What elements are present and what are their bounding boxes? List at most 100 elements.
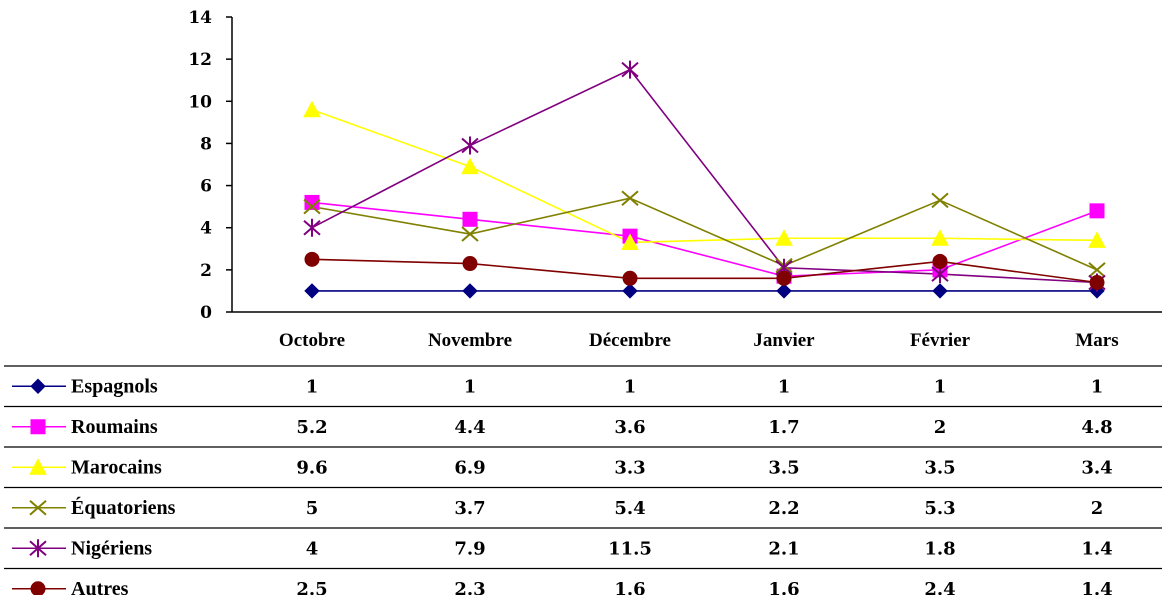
data-point-nigeriens (461, 136, 479, 155)
series-name-nigeriens: Nigériens (71, 537, 152, 559)
series-line-autres (311, 258, 1098, 284)
data-point-espagnols (932, 283, 948, 299)
y-tick-label: 12 (188, 50, 212, 70)
series-line-roumains (311, 201, 1098, 277)
y-tick-label: 2 (200, 261, 212, 281)
data-point-equatoriens (1088, 262, 1106, 278)
data-label: 3.6 (614, 417, 645, 438)
data-label: 1 (464, 376, 477, 397)
data-label: 1.6 (614, 579, 645, 595)
data-label: 2.3 (454, 579, 485, 595)
data-point-espagnols (462, 283, 478, 299)
data-label: 5.2 (296, 417, 327, 438)
data-label: 6.9 (454, 457, 485, 478)
data-label: 5.3 (924, 498, 955, 519)
data-label: 1.8 (924, 538, 955, 559)
data-label: 2.5 (296, 579, 327, 595)
legend-key-marker-roumains (30, 419, 46, 435)
data-label: 3.5 (768, 457, 799, 478)
data-label: 11.5 (608, 538, 652, 559)
y-tick-label: 4 (200, 219, 212, 239)
data-point-roumains (1089, 203, 1105, 219)
data-label: 4.8 (1081, 417, 1112, 438)
series-line-equatoriens (311, 197, 1098, 271)
series-name-equatoriens: Équatoriens (71, 496, 176, 519)
data-point-equatoriens (931, 192, 949, 209)
data-label: 3.5 (924, 457, 955, 478)
legend-key-marker-autres (30, 581, 46, 595)
data-label: 1 (934, 376, 947, 397)
series-name-autres: Autres (71, 578, 129, 595)
data-label: 2 (934, 417, 947, 438)
data-point-equatoriens (621, 190, 639, 206)
data-point-autres (622, 270, 638, 286)
series-line-marocains (311, 108, 1098, 244)
data-label: 2 (1091, 498, 1104, 519)
data-label: 3.3 (614, 457, 645, 478)
y-tick-label: 0 (200, 303, 212, 323)
y-tick-label: 10 (188, 92, 212, 112)
data-label: 1.4 (1081, 579, 1112, 595)
data-label: 5 (306, 498, 319, 519)
data-table: Espagnols 1 1 1 1 1 1 Roumains 5.2 4.4 3.6 1.7 2 4.8 M… (4, 365, 1162, 595)
series-lines (311, 68, 1098, 292)
data-point-roumains (462, 211, 478, 227)
legend-key-marker-nigeriens (29, 539, 47, 558)
data-point-marocains (621, 233, 639, 250)
data-label: 2.4 (924, 579, 955, 595)
category-label: Décembre (589, 330, 671, 351)
data-point-roumains (304, 194, 320, 210)
data-point-equatoriens (303, 198, 321, 215)
category-label: Novembre (428, 330, 512, 351)
series-line-nigeriens (311, 68, 1098, 284)
legend-key-marker-espagnols (30, 378, 46, 394)
data-point-equatoriens (461, 226, 479, 242)
data-point-marocains (303, 100, 321, 118)
data-point-autres (304, 251, 320, 267)
data-point-marocains (461, 157, 479, 175)
legend-key-marker-equatoriens (29, 499, 47, 516)
category-label: Février (910, 330, 971, 351)
data-label: 1 (1091, 376, 1104, 397)
data-point-marocains (1088, 231, 1106, 248)
series-markers (303, 60, 1106, 299)
data-point-autres (1089, 275, 1105, 290)
category-label: Mars (1075, 330, 1118, 351)
data-point-nigeriens (303, 218, 321, 237)
y-tick-label: 14 (188, 8, 212, 28)
data-point-autres (462, 256, 478, 272)
data-point-marocains (931, 229, 949, 246)
data-label: 3.4 (1081, 457, 1112, 478)
data-label: 2.2 (768, 498, 799, 519)
data-label: 1 (778, 376, 791, 397)
data-label: 1 (306, 376, 319, 397)
y-tick-label: 8 (200, 134, 212, 154)
data-label: 4 (306, 538, 319, 559)
data-point-autres (932, 253, 948, 269)
series-name-espagnols: Espagnols (71, 375, 158, 397)
data-label: 3.7 (454, 498, 485, 519)
y-tick-label: 6 (200, 177, 212, 197)
data-point-espagnols (622, 283, 638, 299)
data-label: 9.6 (296, 457, 327, 478)
data-label: 1.6 (768, 579, 799, 595)
data-label: 1.7 (768, 417, 799, 438)
data-label: 5.4 (614, 498, 645, 519)
series-name-marocains: Marocains (71, 456, 162, 478)
data-point-nigeriens (621, 60, 639, 79)
data-label: 7.9 (454, 538, 485, 559)
data-point-espagnols (304, 283, 320, 299)
data-label: 2.1 (768, 538, 799, 559)
axes (226, 16, 1162, 313)
legend-key-marker-marocains (29, 458, 47, 475)
data-label: 4.4 (454, 417, 485, 438)
category-labels: Octobre Novembre Décembre Janvier Février Mar… (279, 330, 1119, 351)
data-label: 1.4 (1081, 538, 1112, 559)
series-name-roumains: Roumains (71, 416, 158, 438)
category-label: Janvier (753, 330, 815, 351)
data-label: 1 (624, 376, 637, 397)
data-point-autres (776, 270, 792, 286)
data-point-espagnols (776, 283, 792, 299)
category-label: Octobre (279, 330, 345, 351)
